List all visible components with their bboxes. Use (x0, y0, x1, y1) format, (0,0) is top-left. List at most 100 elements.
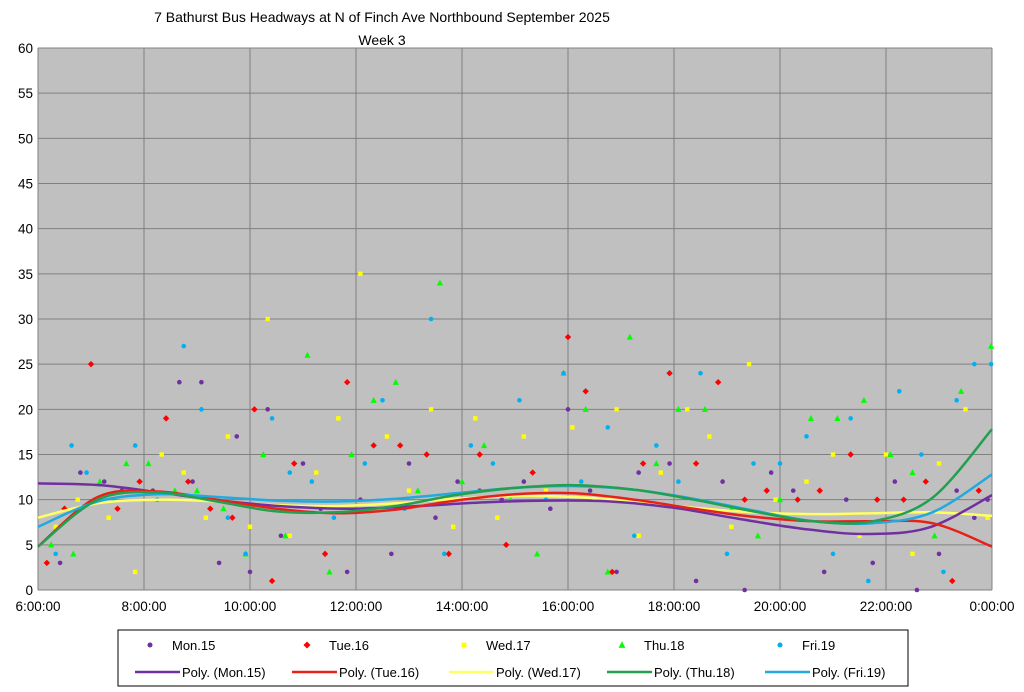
point-thu-18 (887, 451, 894, 458)
point-wed-17 (384, 434, 390, 439)
point-thu-18 (458, 478, 466, 485)
point-mon-15 (587, 488, 593, 493)
point-mon-15 (720, 479, 725, 484)
point-mon-15 (78, 470, 83, 475)
point-thu-18 (776, 496, 784, 503)
point-wed-17 (910, 551, 915, 557)
data-points (43, 271, 995, 593)
point-mon-15 (892, 479, 898, 484)
legend-box (117, 629, 909, 687)
point-tue-16 (370, 442, 377, 449)
point-thu-18 (675, 405, 682, 412)
point-tue-16 (975, 487, 982, 494)
x-tick-label: 16:00:00 (542, 599, 595, 614)
x-tick-label: 6:00:00 (15, 599, 60, 614)
point-wed-17 (159, 452, 164, 457)
legend-label: Poly. (Mon.15) (182, 665, 266, 680)
point-tue-16 (666, 370, 673, 377)
point-mon-15 (57, 560, 63, 566)
point-wed-17 (521, 434, 527, 439)
y-tick-label: 25 (18, 357, 33, 372)
point-thu-18 (123, 460, 130, 467)
point-thu-18 (304, 351, 311, 358)
point-fri-19 (698, 370, 703, 376)
point-fri-19 (269, 416, 275, 421)
point-fri-19 (724, 551, 730, 557)
legend-marker (303, 641, 311, 649)
point-wed-17 (203, 515, 209, 520)
point-tue-16 (529, 469, 536, 476)
point-fri-19 (654, 443, 659, 448)
point-wed-17 (963, 407, 968, 412)
point-wed-17 (543, 488, 549, 493)
point-wed-17 (636, 533, 641, 538)
point-tue-16 (343, 379, 351, 386)
point-fri-19 (331, 515, 337, 521)
point-tue-16 (873, 496, 881, 503)
point-fri-19 (309, 479, 315, 484)
point-mon-15 (234, 434, 240, 439)
point-wed-17 (132, 569, 138, 575)
y-tick-label: 45 (18, 177, 33, 192)
point-fri-19 (181, 343, 187, 349)
point-tue-16 (564, 333, 572, 341)
point-wed-17 (773, 497, 778, 502)
point-fri-19 (84, 470, 89, 475)
point-tue-16 (692, 460, 700, 467)
point-thu-18 (392, 378, 399, 385)
point-mon-15 (548, 506, 553, 512)
point-wed-17 (265, 316, 270, 322)
point-thu-18 (533, 550, 541, 557)
point-fri-19 (804, 434, 809, 439)
point-mon-15 (406, 461, 412, 466)
point-wed-17 (450, 524, 456, 529)
point-tue-16 (794, 496, 801, 503)
point-thu-18 (582, 405, 589, 412)
point-fri-19 (132, 443, 138, 448)
point-fri-19 (578, 479, 584, 484)
point-fri-19 (380, 398, 385, 403)
point-tue-16 (445, 550, 452, 558)
point-mon-15 (914, 587, 920, 593)
x-tick-label: 10:00:00 (224, 599, 277, 614)
y-tick-label: 15 (18, 448, 33, 463)
point-mon-15 (177, 379, 182, 385)
point-wed-17 (495, 515, 500, 520)
point-fri-19 (777, 461, 783, 466)
point-fri-19 (561, 370, 566, 376)
point-fri-19 (442, 551, 447, 557)
point-fri-19 (287, 470, 293, 475)
point-fri-19 (428, 316, 434, 322)
point-fri-19 (896, 388, 902, 394)
point-mon-15 (344, 569, 350, 575)
y-tick-label: 60 (18, 41, 33, 56)
point-wed-17 (614, 407, 619, 412)
legend-label: Poly. (Fri.19) (812, 665, 885, 680)
x-tick-label: 20:00:00 (754, 599, 807, 614)
point-wed-17 (75, 497, 80, 502)
legend: Mon.15 Tue.16 Wed.17 Thu.18 Fri.19 Poly. (Mon… (135, 638, 885, 680)
trendline-thu-18 (37, 428, 993, 548)
point-mon-15 (199, 379, 204, 385)
point-tue-16 (396, 442, 404, 449)
point-mon-15 (101, 479, 107, 484)
point-mon-15 (667, 461, 672, 466)
point-wed-17 (428, 407, 434, 412)
point-fri-19 (848, 416, 853, 421)
point-mon-15 (216, 560, 222, 566)
chart-title: 7 Bathurst Bus Headways at N of Finch Av… (154, 9, 610, 25)
trendline-wed-17 (37, 494, 993, 519)
point-tue-16 (87, 360, 95, 368)
point-fri-19 (830, 551, 836, 557)
point-mon-15 (300, 461, 306, 466)
point-wed-17 (804, 479, 809, 484)
y-tick-label: 50 (18, 131, 33, 146)
point-fri-19 (751, 461, 756, 466)
point-thu-18 (70, 550, 77, 557)
point-thu-18 (988, 342, 995, 349)
point-mon-15 (636, 470, 641, 475)
point-mon-15 (693, 578, 699, 584)
y-tick-label: 5 (25, 538, 33, 553)
point-thu-18 (834, 414, 841, 421)
